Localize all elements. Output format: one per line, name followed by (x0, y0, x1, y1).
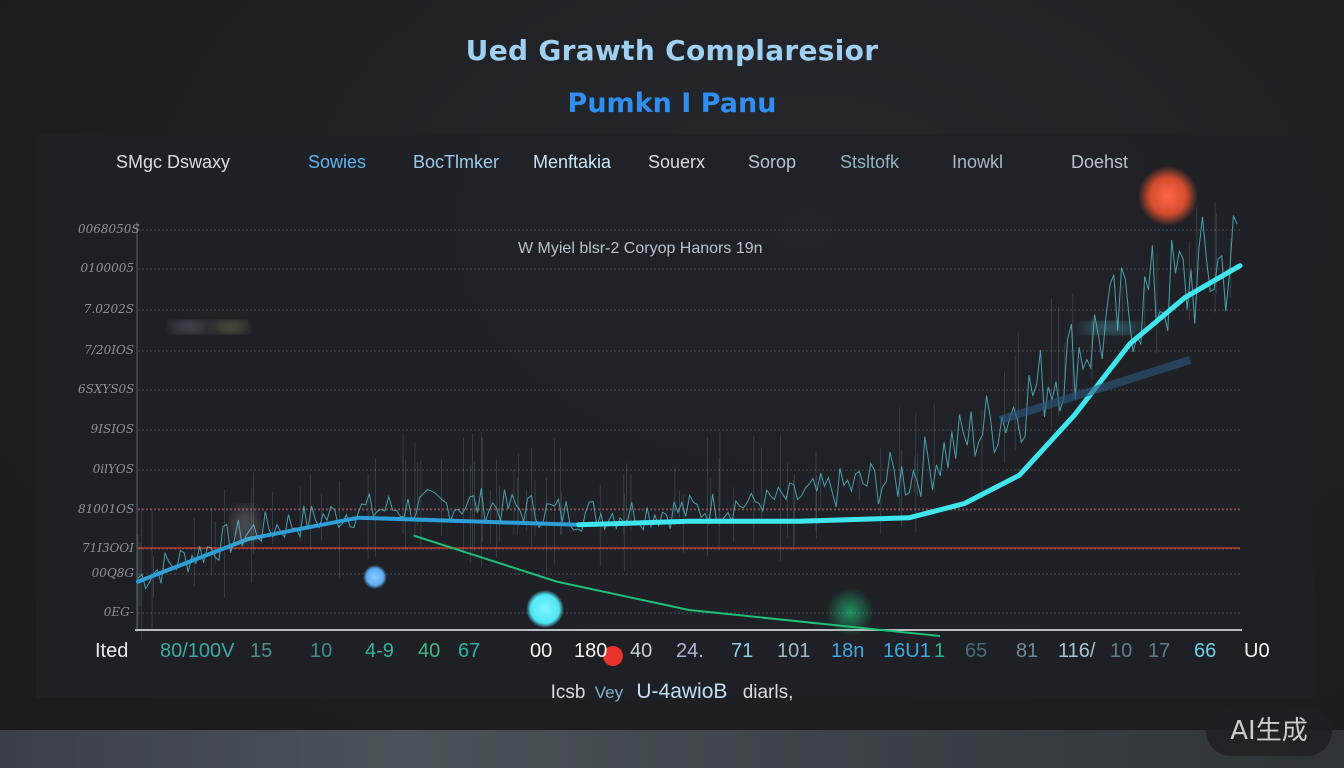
caption-part-1: Icsb (550, 682, 586, 703)
x-tick-label: 65 (965, 640, 988, 662)
blur-blob (231, 507, 259, 543)
blur-blob (1080, 322, 1140, 334)
cyan-marker[interactable] (526, 590, 564, 628)
blur-blob (170, 321, 210, 333)
tab-3[interactable]: Menftakia (533, 152, 612, 172)
blue-marker[interactable] (363, 565, 387, 589)
grid-lines (138, 229, 1240, 614)
orange-glow-marker (1138, 166, 1198, 226)
early-trend-series (136, 515, 581, 584)
tab-5[interactable]: Sorop (748, 152, 797, 172)
tab-7[interactable]: Inowkl (952, 152, 1004, 172)
main-trend-series (576, 263, 1243, 528)
green-decline-series (413, 534, 941, 637)
y-tick-label: 7/20IOS (84, 343, 134, 357)
chart-inner-title: W Myiel blsr-2 Coryop Hanors 19n (518, 240, 763, 257)
x-tick-label: 116/ (1058, 640, 1096, 662)
y-tick-label: 71I3OOI (81, 541, 134, 555)
tab-8[interactable]: Doehst (1071, 152, 1129, 172)
tab-0[interactable]: SMgc Dswaxy (116, 152, 231, 172)
x-tick-label: 10 (1110, 640, 1133, 662)
threshold-lines (138, 508, 1240, 549)
x-tick-label: 40 (418, 640, 441, 662)
x-axis-label: Ited (95, 640, 129, 662)
chart-caption: Icsb Vey U-4awioB diarls, (0, 680, 1344, 704)
x-tick-label: 24. (676, 640, 704, 662)
x-tick-label: 40 (630, 640, 653, 662)
x-tick-label: 101 (777, 640, 811, 662)
caption-part-2: Vey (594, 683, 624, 702)
tab-1[interactable]: Sowies (308, 152, 367, 172)
tab-4[interactable]: Souerx (648, 152, 706, 172)
x-tick-label: 4-9 (365, 640, 394, 662)
tab-bar: SMgc Dswaxy Sowies BocTlmker Menftakia Souer… (0, 152, 1344, 180)
x-tick-label: 00 (530, 640, 553, 662)
caption-part-3: U-4awioB (636, 680, 728, 703)
x-tick-label: U0 (1244, 640, 1270, 662)
tab-6[interactable]: Stsltofk (840, 152, 900, 172)
x-tick-label: 15 (250, 640, 273, 662)
blur-blob (212, 321, 248, 333)
page-subtitle: Pumkn I Panu (567, 88, 777, 119)
x-tick-label: 1 (934, 640, 946, 662)
shadow-band (998, 356, 1192, 424)
y-tick-label: 7.0202S (83, 302, 134, 316)
green-glow-marker (826, 588, 874, 636)
page-title: Ued Grawth Complaresior (465, 34, 879, 67)
x-tick-label: 66 (1194, 640, 1217, 662)
y-tick-label: 6SXYS0S (78, 382, 135, 396)
volatility-noise-series (137, 201, 1238, 641)
x-tick-label: 67 (458, 640, 481, 662)
caption-part-4: diarls, (742, 682, 794, 703)
chart-panel (36, 134, 1314, 698)
y-tick-label: 81001OS (78, 502, 135, 516)
x-tick-label: 16U1 (883, 640, 931, 662)
y-tick-label: 0100005 (80, 261, 134, 275)
x-tick-label: 17 (1148, 640, 1171, 662)
tab-2[interactable]: BocTlmker (413, 152, 500, 172)
ai-generated-badge: AI生成 (1206, 706, 1332, 756)
x-tick-label: 71 (731, 640, 754, 662)
noise-path (137, 215, 1238, 590)
y-tick-label: 0EG- (103, 605, 134, 619)
y-tick-label: 9ISIOS (90, 422, 134, 436)
bottom-band (0, 730, 1344, 768)
x-tick-label: 81 (1016, 640, 1039, 662)
x-tick-label: 180 (574, 640, 608, 662)
x-tick-label: 10 (310, 640, 333, 662)
red-marker[interactable] (603, 646, 623, 666)
y-tick-label: 00Q8G (91, 566, 134, 580)
y-tick-label: 0ilYOS (92, 462, 134, 476)
x-tick-label: 80/100V (160, 640, 235, 662)
x-tick-label: 18n (831, 640, 865, 662)
y-tick-label: 0068050S (78, 222, 140, 236)
